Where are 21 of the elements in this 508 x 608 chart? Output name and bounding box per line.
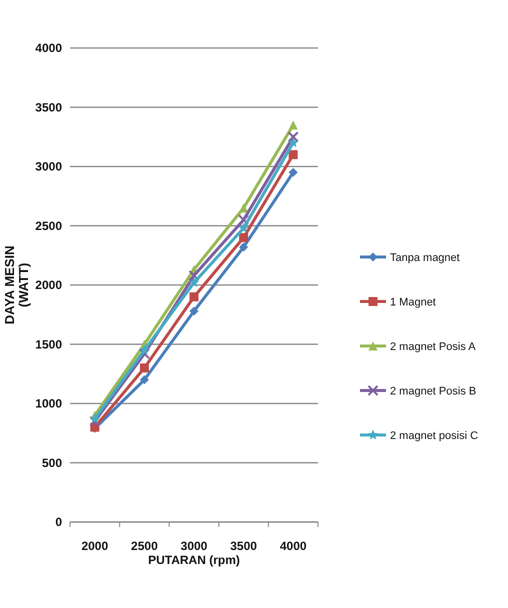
legend-label: 1 Magnet <box>390 296 436 308</box>
y-tick-label: 500 <box>42 456 62 470</box>
x-tick-label: 3000 <box>180 539 208 553</box>
y-tick-label: 3000 <box>35 160 62 174</box>
legend-label: 2 magnet Posis B <box>390 385 476 398</box>
legend-label: 2 magnet Posis A <box>390 340 476 353</box>
y-tick-label: 4000 <box>35 41 62 56</box>
x-axis-title: PUTARAN (rpm) <box>148 553 240 567</box>
y-tick-label: 3500 <box>35 100 62 114</box>
y-tick-label: 2000 <box>35 278 62 292</box>
y-tick-label: 1500 <box>35 337 62 352</box>
x-tick-label: 4000 <box>280 539 307 553</box>
y-axis-title: DAYA MESIN (WATT) <box>2 246 31 324</box>
legend-label: Tanpa magnet <box>390 252 460 264</box>
x-tick-label: 2500 <box>131 539 158 553</box>
legend-label: 2 magnet posisi C <box>390 430 478 442</box>
x-tick-label: 3500 <box>230 539 258 553</box>
y-tick-label: 2500 <box>35 218 62 233</box>
x-tick-label: 2000 <box>81 539 108 553</box>
y-tick-label: 1000 <box>35 396 62 411</box>
y-tick-label: 0 <box>55 515 62 530</box>
